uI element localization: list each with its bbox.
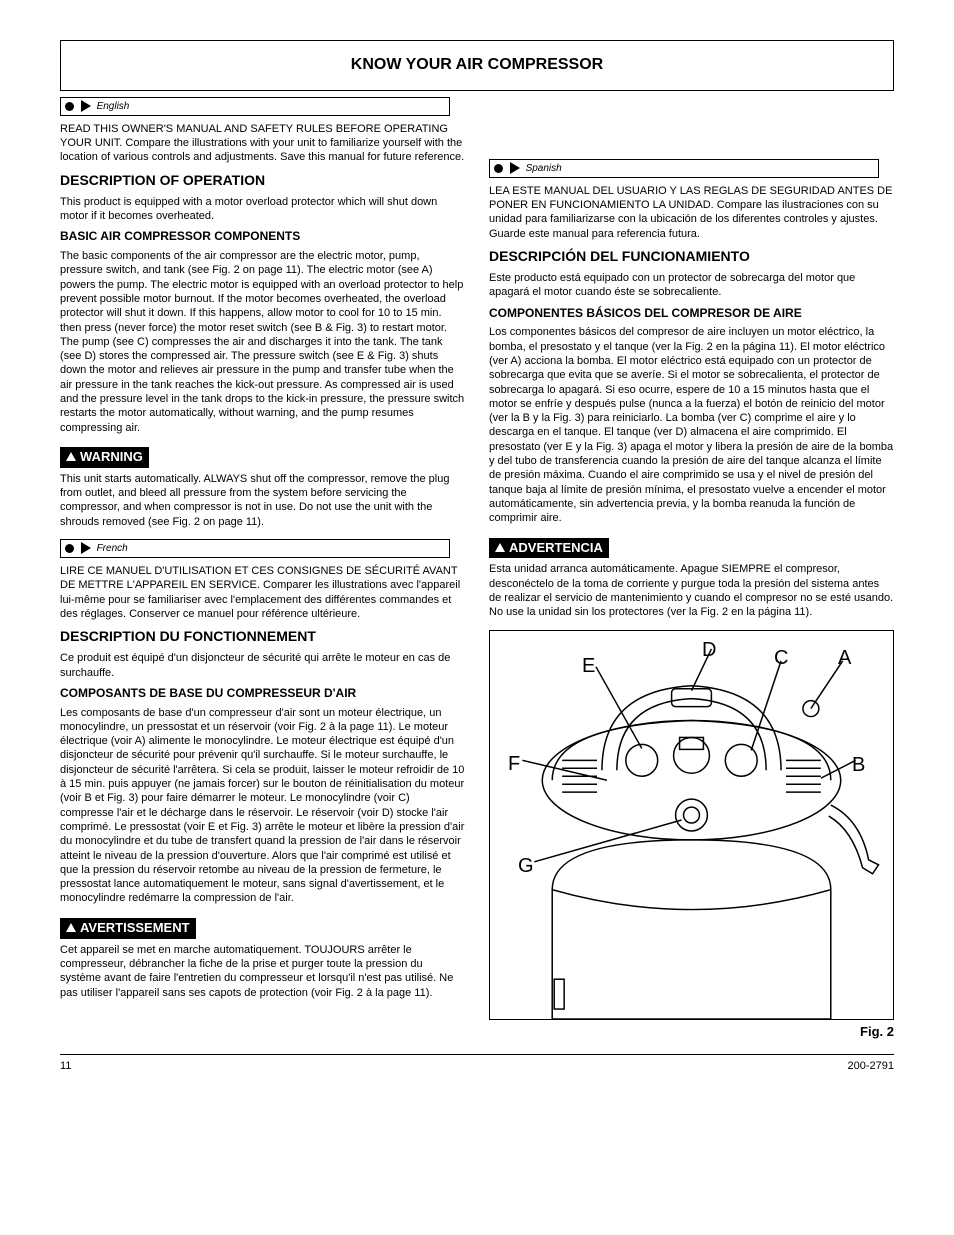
triangle-icon (510, 162, 520, 174)
warning-triangle-icon (66, 923, 76, 932)
spanish-basic-body: Los componentes básicos del compresor de… (489, 325, 894, 525)
warning-label-fr: AVERTISSEMENT (60, 918, 196, 939)
fig-label-E: E (582, 653, 595, 679)
english-desc-head: DESCRIPTION OF OPERATION (60, 171, 465, 189)
french-warn-body: Cet appareil se met en marche automatiqu… (60, 943, 465, 1000)
content-columns: English READ THIS OWNER'S MANUAL AND SAF… (60, 97, 894, 1041)
fig-label-G: G (518, 853, 534, 879)
page-footer: 11 200-2791 (60, 1054, 894, 1073)
lang-label: English (97, 101, 130, 112)
warning-label-es: ADVERTENCIA (489, 538, 609, 559)
avertissement-text: AVERTISSEMENT (80, 920, 190, 935)
english-intro: READ THIS OWNER'S MANUAL AND SAFETY RULE… (60, 122, 465, 165)
dot-icon (494, 164, 503, 173)
spanish-intro: LEA ESTE MANUAL DEL USUARIO Y LAS REGLAS… (489, 184, 894, 241)
spanish-desc-body: Este producto está equipado con un prote… (489, 271, 894, 300)
right-column: Spanish LEA ESTE MANUAL DEL USUARIO Y LA… (489, 97, 894, 1041)
title-box: KNOW YOUR AIR COMPRESSOR (60, 40, 894, 91)
warning-triangle-icon (495, 543, 505, 552)
english-basic-body: The basic components of the air compress… (60, 249, 465, 435)
spanish-warn-body: Esta unidad arranca automáticamente. Apa… (489, 562, 894, 619)
figure-2: A B C D E F G (489, 630, 894, 1020)
fig-label-D: D (702, 637, 716, 663)
lang-tag-french: French (60, 539, 450, 558)
page-number: 11 (60, 1059, 71, 1073)
french-intro: LIRE CE MANUEL D'UTILISATION ET CES CONS… (60, 564, 465, 621)
page-title: KNOW YOUR AIR COMPRESSOR (69, 55, 885, 76)
fig-label-C: C (774, 645, 788, 671)
fig-label-A: A (838, 645, 851, 671)
french-desc-head: DESCRIPTION DU FONCTIONNEMENT (60, 627, 465, 645)
warning-label-en: WARNING (60, 447, 149, 468)
spanish-desc-head: DESCRIPCIÓN DEL FUNCIONAMIENTO (489, 247, 894, 265)
french-basic-head: COMPOSANTS DE BASE DU COMPRESSEUR D'AIR (60, 686, 465, 702)
triangle-icon (81, 542, 91, 554)
warning-text: WARNING (80, 449, 143, 464)
warning-triangle-icon (66, 452, 76, 461)
french-basic-body: Les composants de base d'un compresseur … (60, 706, 465, 906)
triangle-icon (81, 100, 91, 112)
lang-tag-english: English (60, 97, 450, 116)
english-basic-head: BASIC AIR COMPRESSOR COMPONENTS (60, 229, 465, 245)
dot-icon (65, 102, 74, 111)
compressor-illustration (490, 631, 893, 1019)
english-desc-body: This product is equipped with a motor ov… (60, 195, 465, 224)
fig-label-B: B (852, 752, 865, 778)
left-column: English READ THIS OWNER'S MANUAL AND SAF… (60, 97, 465, 1041)
lang-label: French (97, 543, 128, 554)
lang-tag-spanish: Spanish (489, 159, 879, 178)
spanish-basic-head: COMPONENTES BÁSICOS DEL COMPRESOR DE AIR… (489, 306, 894, 322)
advertencia-text: ADVERTENCIA (509, 540, 603, 555)
dot-icon (65, 544, 74, 553)
lang-label: Spanish (526, 163, 562, 174)
doc-number: 200-2791 (848, 1059, 895, 1073)
french-desc-body: Ce produit est équipé d'un disjoncteur d… (60, 651, 465, 680)
fig-label-F: F (508, 751, 520, 777)
spacer (489, 97, 894, 159)
english-warn-body: This unit starts automatically. ALWAYS s… (60, 472, 465, 529)
figure-caption: Fig. 2 (489, 1024, 894, 1041)
